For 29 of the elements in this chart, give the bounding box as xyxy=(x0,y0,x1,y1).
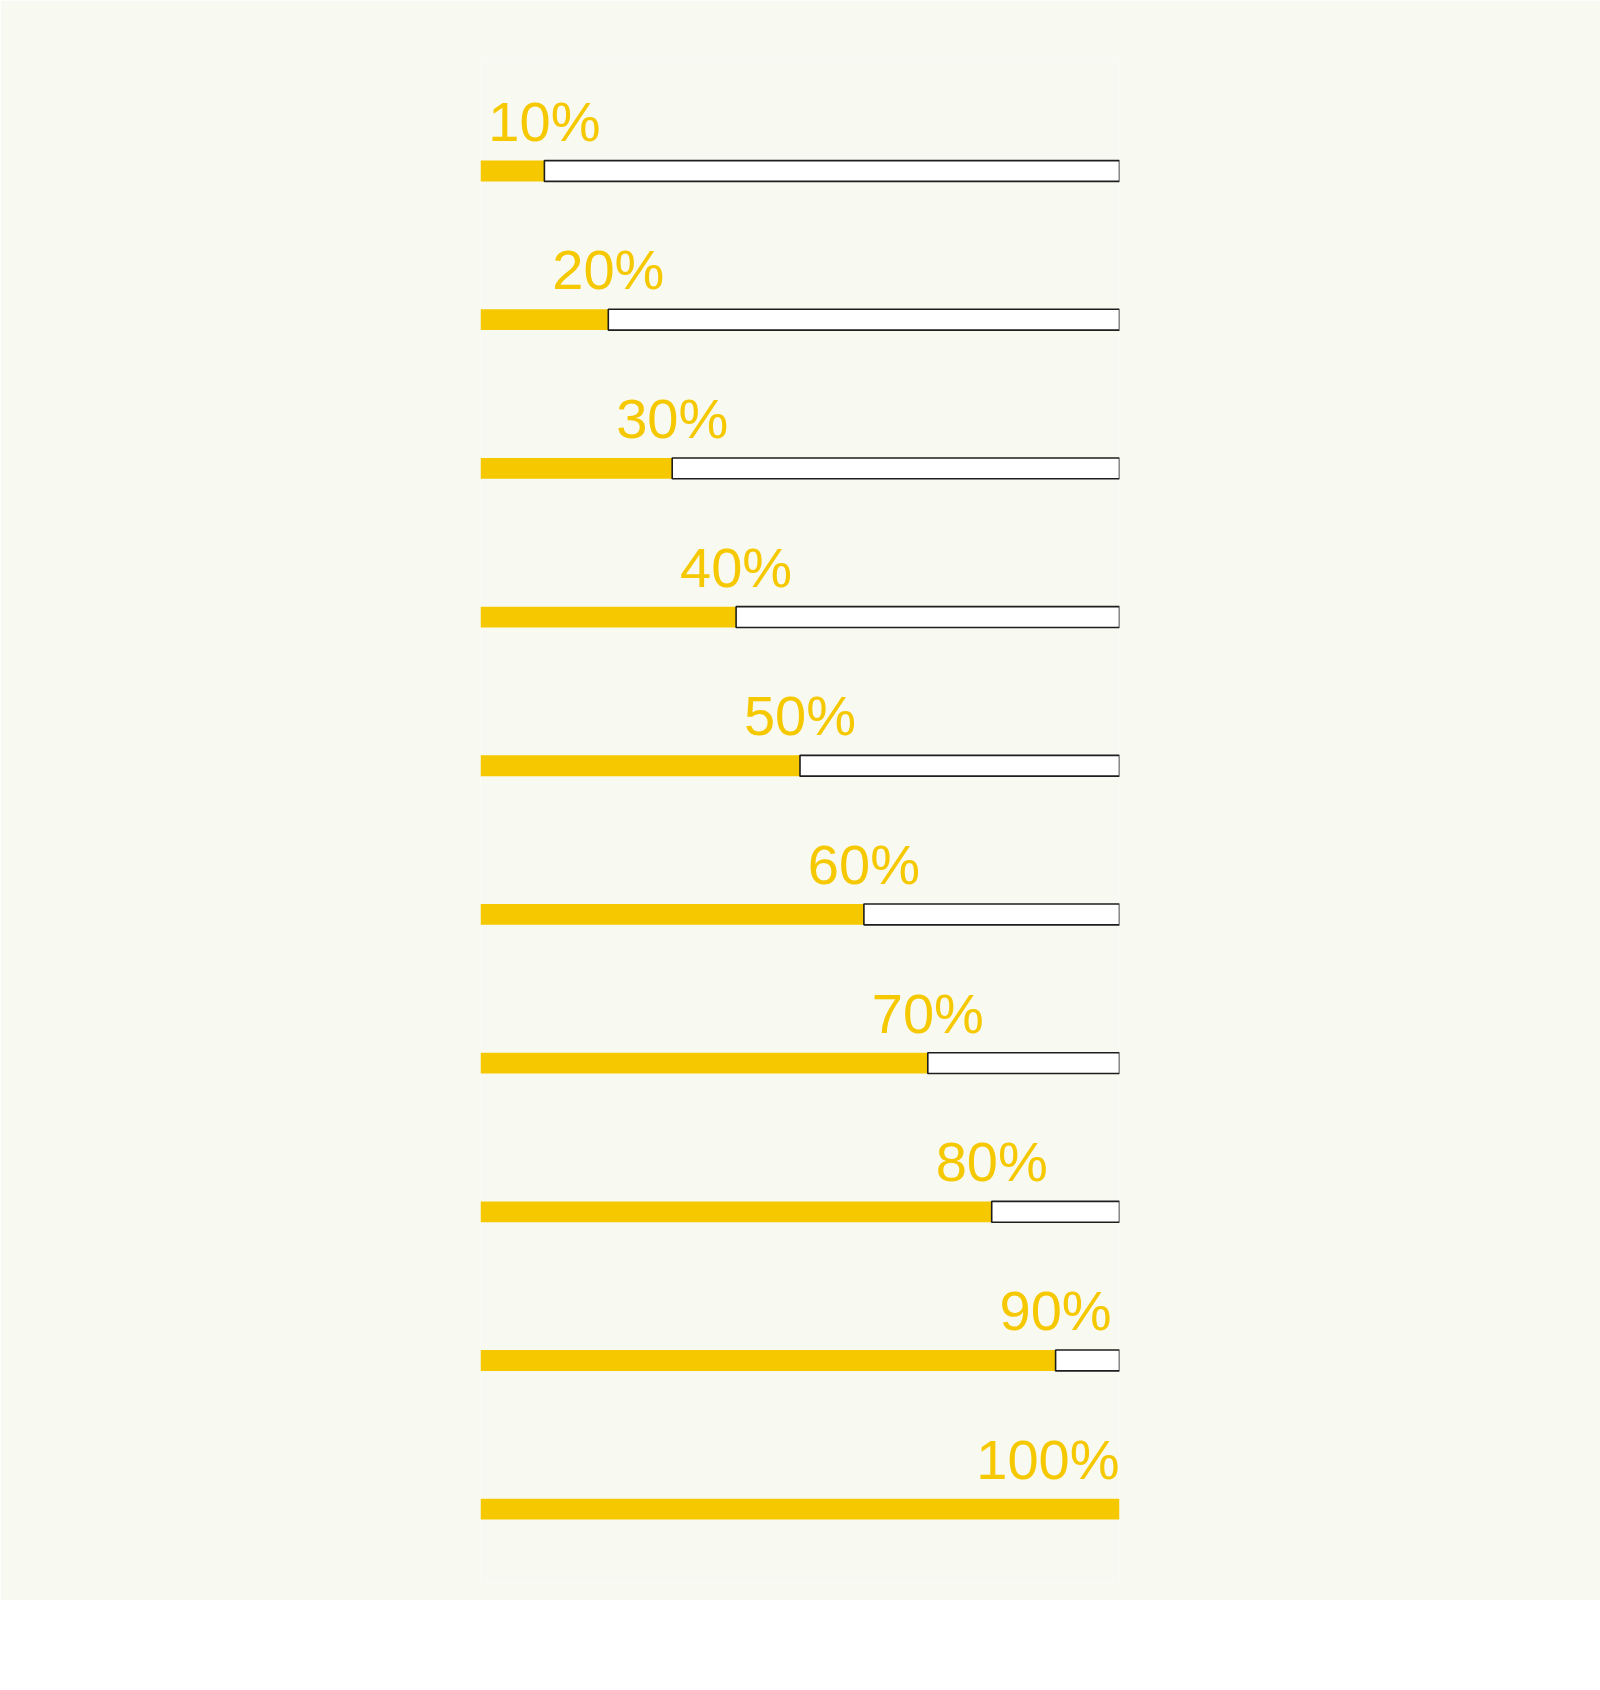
data-label: 100% xyxy=(976,1427,1120,1491)
bar xyxy=(480,457,673,479)
bar xyxy=(480,1350,1056,1371)
data-label: 40% xyxy=(680,535,793,599)
bar xyxy=(480,606,737,628)
data-label: 30% xyxy=(616,386,729,450)
bar xyxy=(480,160,545,182)
data-label: 80% xyxy=(935,1130,1048,1194)
bar xyxy=(480,1201,992,1223)
data-label: 50% xyxy=(743,684,857,748)
bar xyxy=(480,1498,1120,1520)
data-label: 90% xyxy=(999,1279,1112,1343)
bar xyxy=(607,308,1120,331)
bar xyxy=(480,904,864,925)
data-label: 70% xyxy=(871,981,984,1045)
bar xyxy=(927,1051,1120,1075)
bar xyxy=(735,605,1120,629)
bar xyxy=(671,457,1120,480)
bar xyxy=(480,1052,928,1074)
bar xyxy=(480,309,609,331)
data-label: 60% xyxy=(807,833,920,897)
bar xyxy=(990,1200,1120,1223)
data-label: 10% xyxy=(488,89,601,153)
bar xyxy=(543,159,1120,183)
data-label: 20% xyxy=(552,238,665,302)
bar xyxy=(480,755,800,777)
bar xyxy=(799,754,1120,777)
bar xyxy=(863,903,1120,926)
bar xyxy=(1054,1349,1120,1372)
